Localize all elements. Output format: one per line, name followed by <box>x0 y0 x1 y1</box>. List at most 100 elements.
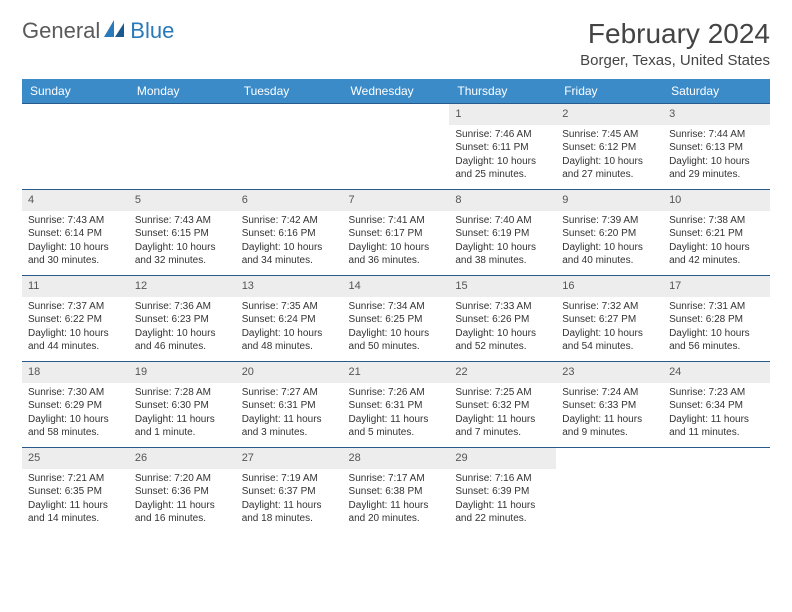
calendar-day-cell: 21Sunrise: 7:26 AMSunset: 6:31 PMDayligh… <box>343 362 450 448</box>
day-body <box>663 466 770 473</box>
day-line: Sunset: 6:16 PM <box>242 227 337 241</box>
day-line: Daylight: 10 hours <box>562 155 657 169</box>
day-line: Sunrise: 7:17 AM <box>349 472 444 486</box>
day-number: 19 <box>129 362 236 383</box>
day-line: Daylight: 10 hours <box>669 327 764 341</box>
day-line: Sunrise: 7:31 AM <box>669 300 764 314</box>
day-line: Daylight: 10 hours <box>135 327 230 341</box>
day-line: and 54 minutes. <box>562 340 657 354</box>
day-body <box>22 122 129 129</box>
day-body: Sunrise: 7:43 AMSunset: 6:15 PMDaylight:… <box>129 211 236 272</box>
day-line: Sunset: 6:19 PM <box>455 227 550 241</box>
day-number <box>236 104 343 122</box>
day-header-row: Sunday Monday Tuesday Wednesday Thursday… <box>22 79 770 104</box>
calendar-week-row: 4Sunrise: 7:43 AMSunset: 6:14 PMDaylight… <box>22 190 770 276</box>
day-line: Sunrise: 7:37 AM <box>28 300 123 314</box>
day-body: Sunrise: 7:27 AMSunset: 6:31 PMDaylight:… <box>236 383 343 444</box>
calendar-day-cell <box>556 448 663 534</box>
title-block: February 2024 Borger, Texas, United Stat… <box>580 18 770 69</box>
day-line: and 32 minutes. <box>135 254 230 268</box>
day-body: Sunrise: 7:42 AMSunset: 6:16 PMDaylight:… <box>236 211 343 272</box>
day-line: Sunrise: 7:20 AM <box>135 472 230 486</box>
day-line: Sunset: 6:23 PM <box>135 313 230 327</box>
day-line: Sunset: 6:33 PM <box>562 399 657 413</box>
calendar-day-cell: 23Sunrise: 7:24 AMSunset: 6:33 PMDayligh… <box>556 362 663 448</box>
day-number: 26 <box>129 448 236 469</box>
day-number: 5 <box>129 190 236 211</box>
calendar-day-cell: 19Sunrise: 7:28 AMSunset: 6:30 PMDayligh… <box>129 362 236 448</box>
location-text: Borger, Texas, United States <box>580 52 770 69</box>
day-line: Sunset: 6:31 PM <box>242 399 337 413</box>
day-line: Sunrise: 7:40 AM <box>455 214 550 228</box>
day-number: 8 <box>449 190 556 211</box>
day-line: Sunset: 6:14 PM <box>28 227 123 241</box>
day-line: Daylight: 11 hours <box>455 499 550 513</box>
day-line: Daylight: 11 hours <box>135 413 230 427</box>
day-number: 2 <box>556 104 663 125</box>
day-line: Sunrise: 7:35 AM <box>242 300 337 314</box>
day-line: Daylight: 10 hours <box>455 241 550 255</box>
day-body: Sunrise: 7:31 AMSunset: 6:28 PMDaylight:… <box>663 297 770 358</box>
day-body: Sunrise: 7:33 AMSunset: 6:26 PMDaylight:… <box>449 297 556 358</box>
day-number <box>22 104 129 122</box>
day-line: and 5 minutes. <box>349 426 444 440</box>
day-line: Sunrise: 7:19 AM <box>242 472 337 486</box>
day-number: 28 <box>343 448 450 469</box>
day-line: Daylight: 11 hours <box>562 413 657 427</box>
day-body: Sunrise: 7:21 AMSunset: 6:35 PMDaylight:… <box>22 469 129 530</box>
calendar-day-cell: 24Sunrise: 7:23 AMSunset: 6:34 PMDayligh… <box>663 362 770 448</box>
day-line: Sunset: 6:36 PM <box>135 485 230 499</box>
calendar-day-cell <box>129 104 236 190</box>
day-line: Daylight: 10 hours <box>669 241 764 255</box>
calendar-week-row: 25Sunrise: 7:21 AMSunset: 6:35 PMDayligh… <box>22 448 770 534</box>
day-line: and 38 minutes. <box>455 254 550 268</box>
day-line: Daylight: 11 hours <box>349 499 444 513</box>
day-number: 4 <box>22 190 129 211</box>
day-body <box>129 122 236 129</box>
day-line: and 50 minutes. <box>349 340 444 354</box>
day-body: Sunrise: 7:25 AMSunset: 6:32 PMDaylight:… <box>449 383 556 444</box>
day-line: Daylight: 11 hours <box>242 499 337 513</box>
calendar-week-row: 18Sunrise: 7:30 AMSunset: 6:29 PMDayligh… <box>22 362 770 448</box>
day-line: and 58 minutes. <box>28 426 123 440</box>
day-line: Sunrise: 7:24 AM <box>562 386 657 400</box>
day-line: and 14 minutes. <box>28 512 123 526</box>
day-line: Sunrise: 7:44 AM <box>669 128 764 142</box>
day-line: Sunset: 6:28 PM <box>669 313 764 327</box>
day-line: Sunset: 6:30 PM <box>135 399 230 413</box>
day-body: Sunrise: 7:23 AMSunset: 6:34 PMDaylight:… <box>663 383 770 444</box>
calendar-day-cell <box>22 104 129 190</box>
day-body: Sunrise: 7:43 AMSunset: 6:14 PMDaylight:… <box>22 211 129 272</box>
day-line: Sunrise: 7:41 AM <box>349 214 444 228</box>
day-body: Sunrise: 7:46 AMSunset: 6:11 PMDaylight:… <box>449 125 556 186</box>
day-line: Sunrise: 7:46 AM <box>455 128 550 142</box>
day-line: Sunrise: 7:30 AM <box>28 386 123 400</box>
calendar-day-cell: 20Sunrise: 7:27 AMSunset: 6:31 PMDayligh… <box>236 362 343 448</box>
calendar-day-cell: 10Sunrise: 7:38 AMSunset: 6:21 PMDayligh… <box>663 190 770 276</box>
day-line: Sunrise: 7:42 AM <box>242 214 337 228</box>
day-line: Sunrise: 7:36 AM <box>135 300 230 314</box>
calendar-day-cell: 12Sunrise: 7:36 AMSunset: 6:23 PMDayligh… <box>129 276 236 362</box>
day-body: Sunrise: 7:24 AMSunset: 6:33 PMDaylight:… <box>556 383 663 444</box>
day-line: and 36 minutes. <box>349 254 444 268</box>
calendar-day-cell: 2Sunrise: 7:45 AMSunset: 6:12 PMDaylight… <box>556 104 663 190</box>
day-line: Sunset: 6:37 PM <box>242 485 337 499</box>
day-number: 25 <box>22 448 129 469</box>
day-line: Sunset: 6:13 PM <box>669 141 764 155</box>
day-line: and 27 minutes. <box>562 168 657 182</box>
day-number: 24 <box>663 362 770 383</box>
day-line: Daylight: 10 hours <box>562 241 657 255</box>
calendar-day-cell: 25Sunrise: 7:21 AMSunset: 6:35 PMDayligh… <box>22 448 129 534</box>
day-number: 7 <box>343 190 450 211</box>
day-number <box>663 448 770 466</box>
day-line: Daylight: 11 hours <box>349 413 444 427</box>
day-body: Sunrise: 7:41 AMSunset: 6:17 PMDaylight:… <box>343 211 450 272</box>
day-line: and 29 minutes. <box>669 168 764 182</box>
day-body: Sunrise: 7:26 AMSunset: 6:31 PMDaylight:… <box>343 383 450 444</box>
day-line: and 40 minutes. <box>562 254 657 268</box>
day-line: and 11 minutes. <box>669 426 764 440</box>
day-line: Sunset: 6:11 PM <box>455 141 550 155</box>
day-body: Sunrise: 7:45 AMSunset: 6:12 PMDaylight:… <box>556 125 663 186</box>
day-line: Daylight: 11 hours <box>135 499 230 513</box>
day-header: Friday <box>556 79 663 104</box>
